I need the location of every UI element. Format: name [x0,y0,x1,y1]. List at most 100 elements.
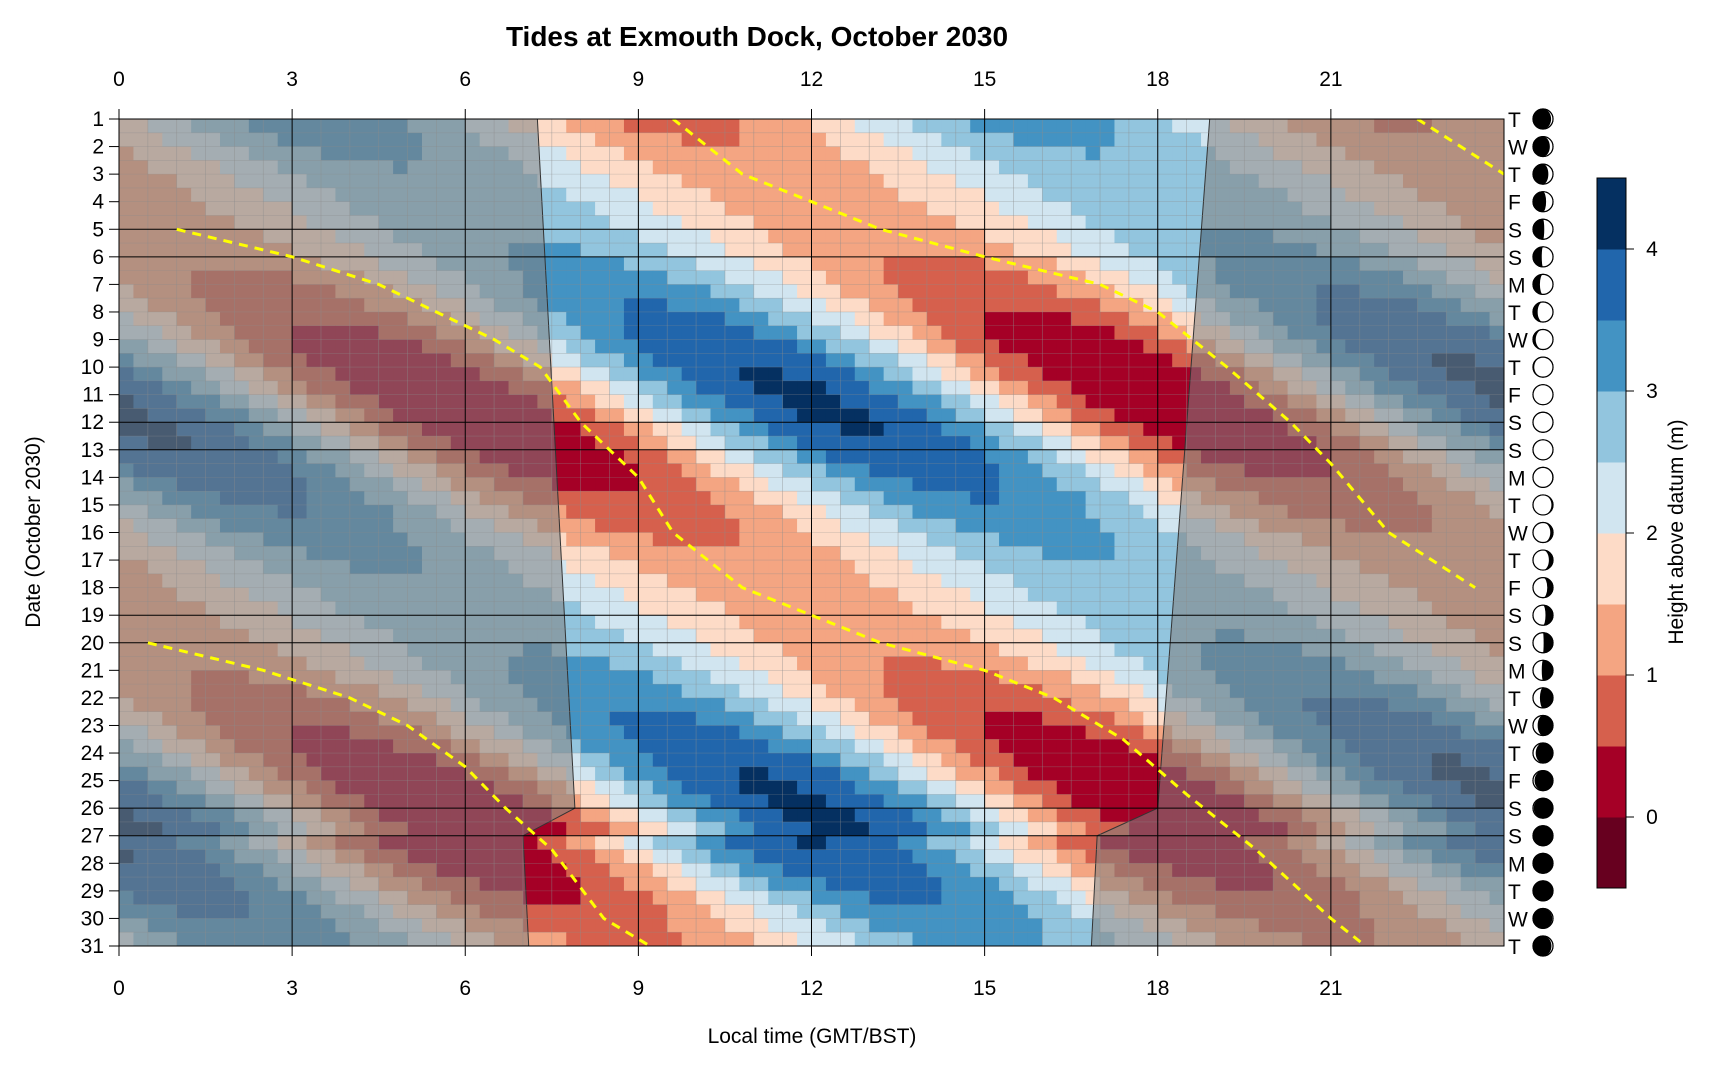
heat-cell [1114,298,1130,313]
heat-cell [1114,408,1130,423]
heat-cell [811,656,827,671]
heat-cell [854,380,870,396]
heat-cell [984,270,1000,285]
heat-cell [739,229,755,244]
heat-cell [753,119,769,134]
heat-cell [955,794,971,809]
heat-cell [623,753,639,768]
heat-cell [1027,491,1043,506]
heat-cell [941,174,957,189]
heat-cell [970,711,986,727]
heat-cell [580,504,596,520]
heat-cell [797,256,813,272]
heat-cell [984,753,1000,768]
heat-cell [840,298,856,313]
heat-cell [638,656,654,671]
heat-cell [854,477,870,492]
heat-cell [1100,325,1116,341]
heat-cell [739,684,755,699]
heat-cell [970,477,986,492]
heat-cell [609,642,625,658]
heat-cell [797,463,813,478]
heat-cell [999,477,1015,492]
heat-cell [724,394,740,410]
heat-cell [999,119,1015,120]
heat-cell [1172,256,1188,272]
heat-cell [753,325,769,341]
heat-cell [1114,753,1130,768]
heat-cell [854,642,870,658]
heat-cell [551,394,567,410]
heat-cell [797,367,813,382]
heat-cell [883,560,899,575]
heat-cell [595,408,611,423]
heat-cell [580,670,596,685]
heat-cell [623,284,639,299]
heat-cell [869,311,885,327]
heat-cell [1114,436,1130,451]
heat-cell [1056,463,1072,478]
heat-cell [926,794,942,809]
heat-cell [1056,518,1072,534]
heat-cell [797,504,813,520]
heat-cell [652,739,668,754]
heat-cell [1056,380,1072,396]
heat-cell [768,353,784,368]
heat-cell [681,132,697,148]
heat-cell [1100,353,1116,368]
heat-cell [955,174,971,189]
heat-cell [652,725,668,740]
heat-cell [623,546,639,561]
heat-cell [1172,132,1188,148]
heat-cell [1071,187,1087,203]
heat-cell [753,201,769,217]
heat-cell [1157,587,1173,603]
heat-cell [869,436,885,451]
heat-cell [797,656,813,671]
heat-cell [926,119,942,134]
heat-cell [566,353,582,368]
heat-cell [898,174,914,189]
heat-cell [984,587,1000,603]
heat-cell [970,656,986,671]
heat-cell [696,560,712,575]
heat-cell [1056,684,1072,699]
heat-cell [580,463,596,478]
heat-cell [638,119,654,120]
heat-cell [825,587,841,603]
heat-cell [1027,284,1043,299]
heat-cell [667,753,683,768]
heat-cell [840,642,856,658]
heat-cell [623,146,639,161]
heat-cell [724,325,740,341]
heat-cell [638,670,654,685]
heat-cell [566,160,582,175]
heat-cell [970,808,986,823]
heat-cell [1085,725,1101,740]
heat-cell [1085,670,1101,685]
heat-cell [681,684,697,699]
heat-cell [1056,601,1072,616]
heat-cell [1027,739,1043,754]
heat-cell [724,367,740,382]
heat-cell [1085,243,1101,258]
heat-cell [753,174,769,189]
heat-cell [1403,119,1419,120]
heat-cell [883,394,899,410]
heat-cell [623,697,639,713]
heat-cell [898,339,914,354]
heat-cell [811,256,827,272]
heat-cell [1085,808,1101,823]
heat-cell [811,532,827,547]
heat-cell [1027,160,1043,175]
heat-cell [1100,477,1116,492]
heat-cell [724,642,740,658]
heat-cell [854,256,870,272]
heat-cell [436,119,452,120]
heat-cell [999,146,1015,161]
heat-cell [724,187,740,203]
heat-cell [768,725,784,740]
heat-cell [710,697,726,713]
heat-cell [710,780,726,795]
heat-cell [1027,256,1043,272]
